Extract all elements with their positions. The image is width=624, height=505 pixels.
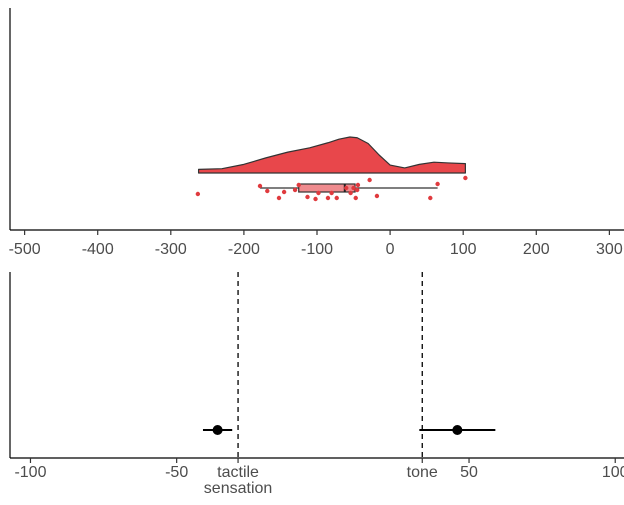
x-tick-label: 300 bbox=[596, 241, 623, 258]
data-point bbox=[316, 190, 321, 196]
reference-line-label: sensation bbox=[204, 480, 273, 497]
x-tick-label: -500 bbox=[9, 241, 41, 258]
estimate-point bbox=[452, 425, 463, 435]
x-tick-label: 200 bbox=[523, 241, 550, 258]
x-tick-label: -100 bbox=[301, 241, 333, 258]
data-point bbox=[353, 195, 358, 201]
data-point bbox=[428, 195, 433, 201]
x-tick-label: -300 bbox=[155, 241, 187, 258]
raincloud-panel: -500 -400 -300 -200 -100 0 100 200 300 bbox=[9, 8, 624, 258]
data-point bbox=[281, 189, 287, 195]
x-tick-label: 100 bbox=[450, 241, 477, 258]
data-point bbox=[296, 182, 301, 188]
x-tick-label: 50 bbox=[460, 464, 478, 481]
reference-line-label: tone bbox=[407, 464, 438, 481]
data-point bbox=[305, 194, 310, 200]
reference-line-label: tactile bbox=[217, 464, 259, 481]
data-point bbox=[265, 188, 270, 194]
estimate-point bbox=[212, 425, 223, 435]
data-point bbox=[334, 195, 339, 201]
data-point bbox=[276, 195, 282, 201]
x-tick-label: 0 bbox=[386, 241, 395, 258]
data-point bbox=[463, 175, 468, 181]
x-tick-label: 100 bbox=[602, 464, 624, 481]
data-point bbox=[313, 196, 318, 202]
data-point bbox=[374, 193, 380, 199]
data-point bbox=[355, 187, 360, 193]
data-point bbox=[292, 187, 298, 193]
data-point bbox=[257, 183, 263, 189]
x-axis-ticks: -500 -400 -300 -200 -100 0 100 200 300 bbox=[9, 230, 623, 258]
data-point bbox=[344, 185, 349, 191]
data-point bbox=[355, 182, 361, 188]
x-tick-label: -400 bbox=[82, 241, 114, 258]
data-point bbox=[325, 195, 331, 201]
x-tick-label: -200 bbox=[228, 241, 260, 258]
x-tick-label: -50 bbox=[165, 464, 188, 481]
plot-marks bbox=[195, 136, 468, 202]
data-point bbox=[195, 191, 201, 197]
data-point bbox=[351, 185, 356, 191]
data-point bbox=[367, 177, 372, 183]
data-point bbox=[329, 190, 334, 196]
data-point bbox=[435, 181, 440, 187]
density-cloud bbox=[197, 136, 466, 174]
plot-marks bbox=[202, 272, 496, 458]
data-point bbox=[348, 190, 353, 196]
x-tick-label: -100 bbox=[14, 464, 46, 481]
